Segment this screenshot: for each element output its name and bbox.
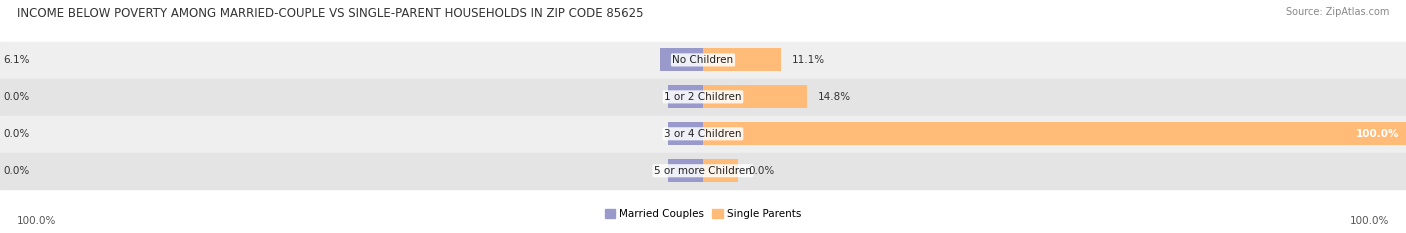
Bar: [703, 86, 807, 108]
Text: 0.0%: 0.0%: [3, 129, 30, 139]
Text: 100.0%: 100.0%: [1355, 129, 1399, 139]
Text: INCOME BELOW POVERTY AMONG MARRIED-COUPLE VS SINGLE-PARENT HOUSEHOLDS IN ZIP COD: INCOME BELOW POVERTY AMONG MARRIED-COUPL…: [17, 7, 644, 20]
Bar: [0, 153, 1406, 189]
Legend: Married Couples, Single Parents: Married Couples, Single Parents: [605, 209, 801, 219]
Text: 5 or more Children: 5 or more Children: [654, 166, 752, 176]
Bar: [661, 48, 703, 71]
Text: Source: ZipAtlas.com: Source: ZipAtlas.com: [1285, 7, 1389, 17]
Bar: [668, 159, 703, 182]
Text: 0.0%: 0.0%: [3, 92, 30, 102]
Text: 0.0%: 0.0%: [3, 166, 30, 176]
Text: 0.0%: 0.0%: [749, 166, 775, 176]
Bar: [703, 48, 782, 71]
Text: 11.1%: 11.1%: [792, 55, 825, 65]
Bar: [668, 122, 703, 145]
Text: 3 or 4 Children: 3 or 4 Children: [664, 129, 742, 139]
Text: 1 or 2 Children: 1 or 2 Children: [664, 92, 742, 102]
Text: 14.8%: 14.8%: [818, 92, 851, 102]
Text: 100.0%: 100.0%: [17, 216, 56, 226]
Bar: [0, 116, 1406, 152]
Text: No Children: No Children: [672, 55, 734, 65]
Bar: [0, 42, 1406, 78]
Text: 6.1%: 6.1%: [3, 55, 30, 65]
Bar: [668, 86, 703, 108]
Bar: [703, 159, 738, 182]
Bar: [0, 79, 1406, 115]
Bar: [703, 122, 1406, 145]
Text: 100.0%: 100.0%: [1350, 216, 1389, 226]
